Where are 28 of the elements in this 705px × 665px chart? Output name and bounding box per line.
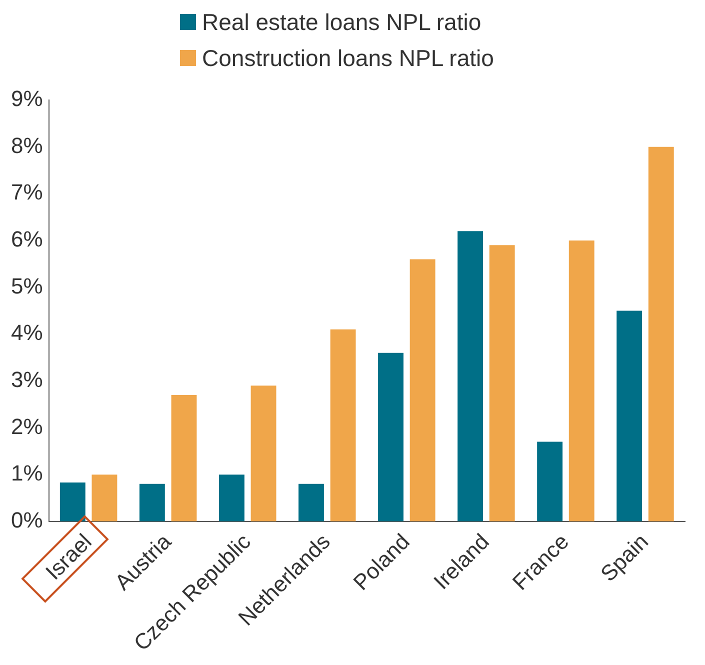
y-tick-label: 3% (11, 366, 43, 392)
bar (648, 146, 674, 522)
bar (139, 484, 165, 522)
bar (298, 484, 324, 522)
y-tick-label: 0% (11, 507, 43, 532)
y-tick-label: 9% (11, 86, 43, 112)
bar (250, 386, 276, 522)
legend-label: Construction loans NPL ratio (202, 44, 494, 72)
bar (568, 240, 594, 522)
bar (616, 310, 642, 522)
y-tick-label: 1% (11, 460, 43, 486)
legend-label: Real estate loans NPL ratio (202, 8, 482, 36)
bar (489, 245, 515, 522)
y-tick-label: 8% (11, 132, 43, 158)
bar (410, 259, 436, 522)
y-tick-label: 7% (11, 180, 43, 205)
bar (218, 474, 244, 522)
y-tick-label: 5% (11, 273, 43, 298)
bar (378, 352, 404, 522)
y-tick-label: 2% (11, 414, 43, 439)
bar (171, 394, 197, 522)
bar (537, 442, 563, 522)
bar (458, 231, 484, 522)
bar (330, 329, 356, 522)
bar (92, 474, 118, 522)
y-tick-label: 6% (11, 226, 43, 252)
y-tick-label: 4% (11, 320, 43, 346)
bar (60, 482, 86, 522)
